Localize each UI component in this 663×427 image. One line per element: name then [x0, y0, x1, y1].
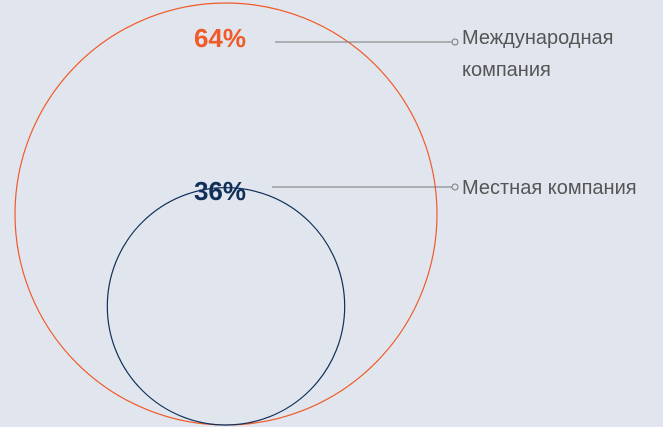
leader-dot	[451, 38, 459, 46]
value-label: 64%	[194, 23, 246, 53]
circle	[106, 187, 346, 426]
legend-label: Международная компания	[462, 27, 614, 81]
leader-dot	[451, 183, 459, 191]
circle	[14, 2, 438, 426]
value-label: 36%	[194, 176, 246, 206]
legend-label: Местная компания	[462, 177, 637, 199]
